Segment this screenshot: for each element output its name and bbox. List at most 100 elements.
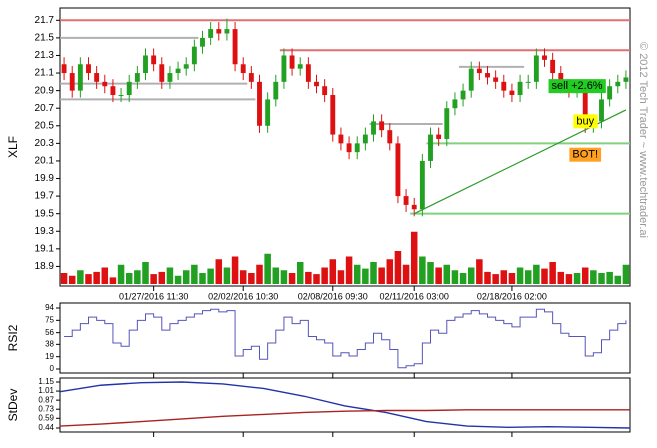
y-tick-label: 19.1 xyxy=(35,243,55,254)
y-tick-label: 56 xyxy=(45,328,54,337)
y-axis-label: StDev xyxy=(6,389,20,422)
y-tick-label: 18.9 xyxy=(35,261,55,272)
candle-body xyxy=(371,121,376,135)
candle-body xyxy=(599,99,604,122)
volume-bar xyxy=(541,268,548,284)
candle-body xyxy=(485,73,490,78)
candle-body xyxy=(517,81,523,96)
y-tick-label: 21.7 xyxy=(35,15,55,26)
y-tick-label: 19 xyxy=(45,352,54,361)
volume-bar xyxy=(125,273,133,284)
volume-bar xyxy=(362,268,369,284)
candle-body xyxy=(338,134,344,144)
candle-body xyxy=(362,134,368,144)
y-tick-label: 21.1 xyxy=(35,68,55,79)
volume-bar xyxy=(174,275,182,284)
volume-bar xyxy=(191,264,198,284)
candle-body xyxy=(509,90,515,96)
candle-body xyxy=(582,90,588,126)
volume-bar xyxy=(581,267,589,284)
y-tick-label: 20.7 xyxy=(35,103,55,114)
candle-body xyxy=(460,90,466,100)
volume-bar xyxy=(606,271,613,284)
volume-bar xyxy=(109,277,117,284)
candle-body xyxy=(281,55,287,82)
volume-bar xyxy=(93,271,100,284)
candle-body xyxy=(248,73,254,82)
candle-body xyxy=(623,77,629,82)
candle-body xyxy=(436,134,442,139)
volume-bar xyxy=(549,262,556,284)
annotation: sell +2.6% xyxy=(552,80,603,92)
volume-bar xyxy=(622,264,630,284)
candle-body xyxy=(444,108,450,139)
volume-bar xyxy=(288,273,296,284)
volume-bar xyxy=(565,274,573,284)
volume-bar xyxy=(443,264,451,284)
candle-body xyxy=(379,121,385,131)
volume-bar xyxy=(77,270,84,284)
candle-body xyxy=(273,81,279,100)
volume-bar xyxy=(394,251,402,284)
volume-bar xyxy=(419,256,426,284)
volume-bar xyxy=(207,268,214,284)
volume-bar xyxy=(427,262,434,284)
candle-body xyxy=(305,64,311,82)
volume-bar xyxy=(134,270,141,284)
candle-body xyxy=(61,64,67,74)
candle-body xyxy=(216,29,222,34)
candle-body xyxy=(354,143,360,153)
series-line xyxy=(59,381,631,429)
y-tick-label: 0.87 xyxy=(38,395,54,404)
volume-bar xyxy=(60,273,68,284)
candle-body xyxy=(151,55,157,65)
candle-body xyxy=(403,196,409,205)
volume-bar xyxy=(451,270,459,284)
watermark: © 2012 Tech Trader ~ www.techtrader.ai xyxy=(637,42,649,238)
series-line xyxy=(59,409,630,427)
y-tick-label: 19.5 xyxy=(35,208,55,219)
y-tick-label: 20.5 xyxy=(35,120,55,131)
x-tick-label: 02/18/2016 02:00 xyxy=(477,291,547,301)
y-tick-label: 20.3 xyxy=(35,138,55,149)
candle-body xyxy=(607,86,613,100)
volume-bar xyxy=(101,267,109,284)
annotation-box xyxy=(548,79,606,94)
y-tick-label: 20.9 xyxy=(35,85,55,96)
volume-bar xyxy=(524,270,532,284)
candle-body xyxy=(175,68,181,74)
volume-bar xyxy=(614,275,622,284)
candle-body xyxy=(110,86,116,96)
volume-bar xyxy=(590,270,597,284)
volume-bar xyxy=(410,231,418,284)
candle-body xyxy=(542,55,547,60)
volume-bar xyxy=(150,274,157,284)
volume-bar xyxy=(305,271,312,284)
volume-bar xyxy=(199,273,206,284)
volume-bar xyxy=(166,267,174,284)
panel xyxy=(59,377,631,433)
y-tick-label: 21.3 xyxy=(35,50,55,61)
volume-bar xyxy=(321,267,328,284)
y-tick-label: 94 xyxy=(45,303,54,312)
volume-bar xyxy=(598,273,605,284)
y-tick-label: 0.59 xyxy=(38,413,54,422)
x-tick-label: 02/08/2016 09:30 xyxy=(298,291,368,301)
candle-body xyxy=(428,134,433,161)
y-tick-label: 75 xyxy=(45,315,54,324)
series-line xyxy=(64,308,627,369)
y-tick-label: 0 xyxy=(50,364,55,373)
candle-body xyxy=(501,81,507,91)
volume-bar xyxy=(459,273,467,284)
candle-body xyxy=(208,29,214,38)
y-tick-label: 19.9 xyxy=(35,173,55,184)
volume-bar xyxy=(533,264,540,284)
candle-body xyxy=(411,204,417,210)
panel xyxy=(59,302,631,374)
y-tick-label: 20.1 xyxy=(35,156,55,167)
volume-bar xyxy=(467,267,475,284)
candle-body xyxy=(346,143,352,153)
volume-bar xyxy=(492,274,499,284)
volume-bar xyxy=(557,271,565,284)
volume-bar xyxy=(182,270,190,284)
